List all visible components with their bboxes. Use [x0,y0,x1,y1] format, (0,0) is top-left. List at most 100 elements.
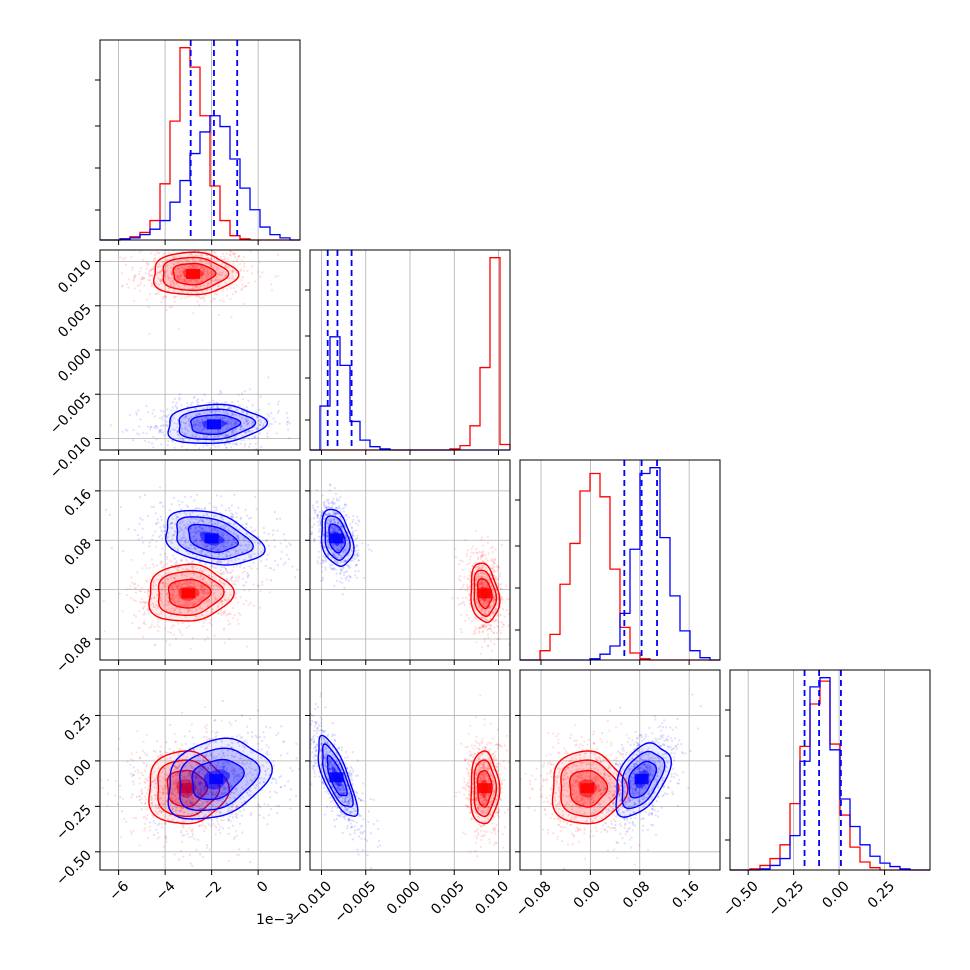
scatter-point [466,578,469,581]
scatter-point [327,522,330,526]
scatter-point [493,562,496,565]
scatter-point [216,529,220,532]
scatter-point [329,484,332,487]
scatter-point [501,625,504,629]
scatter-point [180,297,183,300]
scatter-point [230,576,234,579]
scatter-point [243,445,246,448]
scatter-point [160,518,163,522]
scatter-point [368,548,371,551]
scatter-point [261,580,264,583]
scatter-point [209,264,212,267]
scatter-point [198,530,201,533]
scatter-point [475,594,478,597]
scatter-point [483,624,486,627]
scatter-point [177,581,180,584]
scatter-point [224,567,227,571]
scatter-point [336,512,339,515]
scatter-point [344,560,347,563]
scatter-point [226,597,230,600]
scatter-point [205,512,208,515]
scatter-point [183,536,186,539]
scatter-point [236,580,240,583]
scatter-point [183,427,187,431]
scatter-point [231,515,234,518]
scatter-point [179,511,182,515]
scatter-point [192,522,195,525]
scatter-point [159,534,162,537]
scatter-point [185,580,188,583]
scatter-point [316,513,319,517]
scatter-point [155,810,158,813]
scatter-point [150,285,153,288]
scatter-point [238,853,241,856]
scatter-point [164,265,167,268]
scatter-point [214,522,217,526]
scatter-point [340,568,343,571]
scatter-point [184,601,187,604]
scatter-point [164,582,167,585]
scatter-point [170,503,173,506]
scatter-point [159,282,162,285]
scatter-point [170,596,173,600]
scatter-point [214,811,217,814]
scatter-point [183,573,186,577]
scatter-point [476,558,480,561]
scatter-point [173,815,176,819]
scatter-point [493,565,496,569]
scatter-point [231,270,234,273]
scatter-point [125,263,128,266]
scatter-point [487,609,490,612]
scatter-point [251,272,254,275]
scatter-point [259,275,262,278]
scatter-point [229,250,232,254]
scatter-point [492,599,495,602]
scatter-point [184,496,187,499]
scatter-point [193,603,196,606]
scatter-point [156,600,159,603]
scatter-point [187,624,191,627]
scatter-point [181,445,184,448]
scatter-point [324,568,327,571]
scatter-point [153,596,156,599]
scatter-point [161,547,164,551]
scatter-point [205,545,208,548]
scatter-point [204,638,207,642]
scatter-point [200,529,203,533]
scatter-point [193,395,196,398]
scatter-point [235,408,238,411]
scatter-point [183,582,186,585]
scatter-point [487,607,490,610]
scatter-point [213,800,216,803]
scatter-point [189,279,192,282]
scatter-point [196,264,200,267]
scatter-point [210,753,213,756]
scatter-point [248,442,252,446]
scatter-point [259,395,262,398]
scatter-point [321,570,324,573]
scatter-point [338,549,341,552]
scatter-point [333,529,336,532]
scatter-point [330,526,334,530]
scatter-point [154,804,157,807]
scatter-point [172,590,176,593]
scatter-point [160,610,163,613]
scatter-point [162,524,165,527]
scatter-point [492,570,495,573]
scatter-point [220,566,223,569]
scatter-point [200,290,204,293]
scatter-point [162,581,165,584]
scatter-point [322,540,325,543]
scatter-point [232,251,235,254]
scatter-point [244,443,247,446]
scatter-point [328,489,331,492]
scatter-point [164,821,167,825]
scatter-point [236,400,239,403]
scatter-point [272,417,275,420]
scatter-point [245,599,248,602]
scatter-point [226,571,229,574]
scatter-point [176,275,179,278]
scatter-point [157,807,161,810]
scatter-point [339,571,342,574]
scatter-point [223,541,226,545]
